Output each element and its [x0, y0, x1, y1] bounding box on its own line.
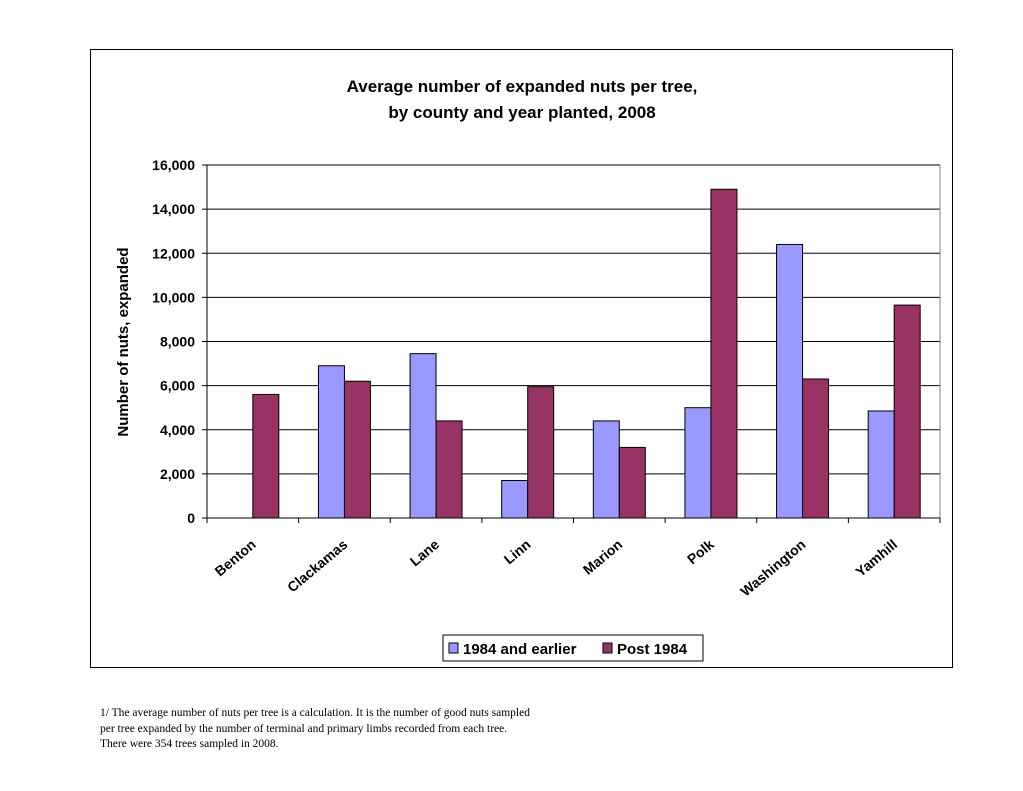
bar-marion-post-1984 [618, 446, 646, 519]
legend: 1984 and earlier Post 1984 [442, 634, 704, 662]
x-tick-label-lane: Lane [407, 536, 442, 569]
bar-polk-1984-and-earlier [684, 407, 712, 519]
bars [252, 188, 921, 519]
legend-box [442, 634, 704, 662]
y-axis-label: Number of nuts, expanded [115, 247, 132, 436]
x-tick-label-washington: Washington [737, 536, 808, 599]
footnote-line-1: 1/ The average number of nuts per tree i… [100, 707, 530, 719]
x-tick-label-marion: Marion [580, 536, 625, 578]
bar-clackamas-1984-and-earlier [317, 365, 345, 519]
legend-label-post-1984: Post 1984 [617, 641, 688, 658]
y-tick-label-0: 0 [187, 510, 195, 526]
y-tick-label-1: 2,000 [160, 466, 195, 482]
bar-marion-1984-and-earlier [592, 420, 620, 519]
bar-polk-post-1984 [710, 188, 738, 519]
legend-label-1984-and-earlier: 1984 and earlier [463, 641, 577, 658]
bar-linn-post-1984 [527, 386, 555, 519]
footnote: 1/ The average number of nuts per tree i… [100, 706, 660, 753]
bar-washington-1984-and-earlier [776, 243, 804, 519]
bar-linn-1984-and-earlier [501, 479, 529, 519]
bar-clackamas-post-1984 [343, 380, 371, 519]
bar-washington-post-1984 [802, 378, 830, 519]
bar-lane-1984-and-earlier [409, 353, 437, 519]
y-tick-label-3: 6,000 [160, 378, 195, 394]
bar-yamhill-1984-and-earlier [867, 410, 895, 519]
x-tick-label-clackamas: Clackamas [284, 536, 350, 595]
footnote-line-2: per tree expanded by the number of termi… [100, 722, 508, 735]
bar-yamhill-post-1984 [893, 304, 921, 519]
x-tick-label-linn: Linn [501, 536, 534, 567]
y-tick-label-7: 14,000 [152, 201, 195, 217]
chart-title-line-2: by county and year planted, 2008 [388, 103, 655, 122]
bar-lane-post-1984 [435, 420, 463, 519]
y-tick-label-2: 4,000 [160, 422, 195, 438]
legend-swatch-1984-and-earlier [448, 642, 459, 654]
y-tick-label-8: 16,000 [152, 157, 195, 173]
bar-benton-post-1984 [252, 393, 280, 519]
y-tick-labels: 0 2,000 4,000 6,000 8,000 10,000 12,000 14,000 1… [152, 157, 195, 526]
x-tick-labels: Benton Clackamas Lane Linn Marion Polk Washing… [212, 536, 901, 600]
x-tick-label-yamhill: Yamhill [852, 536, 900, 580]
axes [202, 164, 941, 523]
y-tick-label-5: 10,000 [152, 289, 195, 305]
chart-frame [90, 49, 953, 668]
chart-title-line-1: Average number of expanded nuts per tree… [347, 77, 698, 96]
x-tick-label-polk: Polk [684, 536, 717, 567]
x-tick-label-benton: Benton [212, 536, 259, 579]
y-tick-label-4: 8,000 [160, 334, 195, 350]
legend-swatch-post-1984 [602, 642, 613, 654]
gridlines [207, 164, 940, 519]
y-tick-label-6: 12,000 [152, 245, 195, 261]
footnote-line-3: There were 354 trees sampled in 2008. [100, 738, 279, 750]
